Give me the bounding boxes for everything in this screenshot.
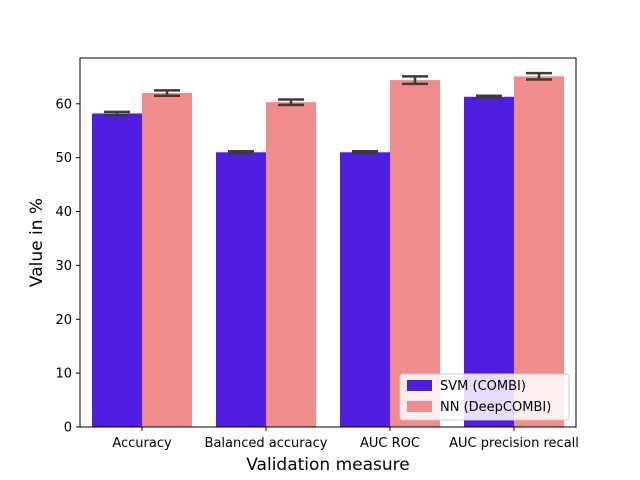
bar-s0-c1 (216, 152, 266, 427)
bar-s0-c0 (92, 113, 142, 427)
x-tick-label: AUC ROC (360, 436, 420, 451)
legend-box (399, 373, 570, 421)
bar-s1-c0 (142, 93, 192, 428)
y-tick-label: 30 (55, 259, 72, 274)
bar-s1-c2 (390, 80, 440, 428)
x-tick-label: Accuracy (112, 436, 172, 451)
y-axis-label: Value in % (27, 198, 47, 287)
x-tick-label: AUC precision recall (449, 436, 579, 451)
y-tick-label: 20 (55, 313, 72, 328)
bar-s0-c3 (464, 96, 514, 427)
bars-group (92, 76, 564, 428)
plot-frame (79, 57, 577, 428)
y-tick-label: 10 (55, 367, 72, 382)
legend-swatch-nn (407, 401, 432, 412)
x-axis: Accuracy Balanced accuracy AUC ROC AUC prec… (112, 427, 579, 451)
bar-s1-c1 (266, 102, 316, 427)
legend-swatch-svm (407, 380, 432, 391)
bar-s0-c2 (340, 152, 390, 427)
error-bars-group (104, 71, 552, 155)
x-axis-label: Validation measure (246, 455, 410, 475)
y-axis: 0 10 20 30 40 50 60 (55, 97, 80, 436)
y-tick-label: 40 (55, 205, 72, 220)
legend-label-svm: SVM (COMBI) (440, 379, 526, 394)
legend: SVM (COMBI) NN (DeepCOMBI) (399, 373, 570, 421)
y-tick-label: 0 (64, 421, 72, 436)
y-tick-label: 60 (55, 97, 72, 112)
bar-s1-c3 (514, 76, 564, 427)
x-tick-label: Balanced accuracy (205, 436, 328, 451)
y-tick-label: 50 (55, 151, 72, 166)
legend-label-nn: NN (DeepCOMBI) (440, 400, 551, 415)
